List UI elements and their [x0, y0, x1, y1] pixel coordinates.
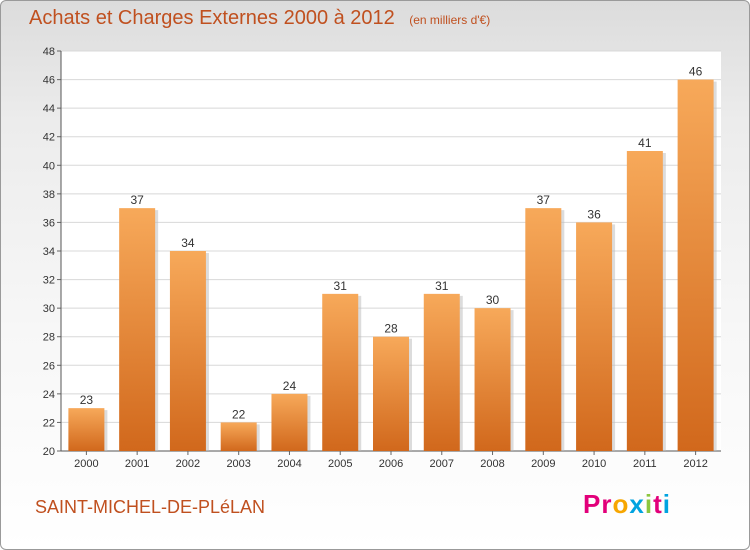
brand-letter: o — [612, 489, 630, 519]
y-tick-label: 26 — [43, 360, 55, 372]
x-tick-label: 2012 — [683, 458, 707, 470]
bar — [423, 293, 460, 451]
brand-letter: i — [644, 489, 654, 519]
bar — [677, 79, 714, 452]
bar — [220, 422, 257, 451]
chart-unit: (en milliers d'€) — [409, 13, 491, 27]
bar-value-label: 41 — [638, 136, 652, 150]
y-tick-label: 30 — [43, 303, 55, 315]
bar-value-label: 22 — [232, 407, 246, 421]
y-tick-label: 20 — [43, 446, 55, 458]
y-tick-label: 48 — [43, 46, 55, 58]
x-tick-label: 2000 — [74, 458, 98, 470]
y-tick-label: 36 — [43, 217, 55, 229]
bar-value-label: 23 — [80, 393, 94, 407]
bar — [119, 208, 156, 451]
brand-letter: r — [601, 489, 613, 519]
x-tick-label: 2009 — [531, 458, 555, 470]
bar — [373, 336, 409, 451]
commune-name: SAINT-MICHEL-DE-PLéLAN — [35, 497, 266, 517]
bar-value-label: 28 — [384, 322, 398, 336]
bar — [271, 393, 308, 451]
bar-value-label: 37 — [130, 193, 144, 207]
bar-value-label: 37 — [537, 193, 551, 207]
bar-value-label: 34 — [181, 236, 195, 250]
bar — [576, 222, 613, 451]
y-tick-label: 42 — [43, 132, 55, 144]
bar-chart: 20 22 24 26 28 30 32 34 36 38 40 42 44 46 48 23 2000 37 20… — [43, 46, 721, 470]
y-tick-label: 38 — [43, 189, 55, 201]
bar — [169, 251, 206, 451]
x-tick-label: 2011 — [633, 458, 657, 470]
chart-title: Achats et Charges Externes 2000 à 2012 — [29, 7, 395, 29]
y-tick-label: 32 — [43, 275, 55, 287]
y-tick-label: 28 — [43, 332, 55, 344]
brand-letter: i — [662, 489, 671, 519]
x-tick-label: 2008 — [480, 458, 504, 470]
x-tick-label: 2010 — [582, 458, 606, 470]
x-tick-label: 2007 — [430, 458, 454, 470]
bar-value-label: 31 — [435, 279, 449, 293]
bar — [626, 151, 663, 451]
bar — [68, 408, 105, 451]
y-tick-label: 34 — [43, 246, 55, 258]
x-tick-label: 2001 — [125, 458, 149, 470]
y-tick-label: 22 — [43, 417, 55, 429]
bar-value-label: 30 — [486, 293, 500, 307]
bar-value-label: 46 — [689, 65, 703, 79]
x-tick-label: 2002 — [176, 458, 200, 470]
x-tick-label: 2005 — [328, 458, 352, 470]
y-tick-label: 44 — [43, 103, 55, 115]
brand-letter: P — [583, 489, 602, 519]
proxiti-logo: Proxiti — [583, 489, 671, 520]
y-tick-label: 40 — [43, 160, 55, 172]
bar-value-label: 36 — [587, 207, 601, 221]
x-tick-label: 2003 — [226, 458, 250, 470]
brand-letter: x — [629, 489, 645, 519]
x-tick-label: 2006 — [379, 458, 403, 470]
brand-letter: t — [653, 489, 663, 519]
bar — [525, 208, 562, 451]
bar-value-label: 31 — [334, 279, 348, 293]
bar — [322, 293, 359, 451]
y-tick-label: 24 — [43, 389, 55, 401]
bar-value-label: 24 — [283, 379, 297, 393]
bar — [474, 308, 511, 451]
x-tick-label: 2004 — [277, 458, 301, 470]
title-row: Achats et Charges Externes 2000 à 2012 (… — [29, 7, 490, 30]
y-tick-label: 46 — [43, 75, 55, 87]
